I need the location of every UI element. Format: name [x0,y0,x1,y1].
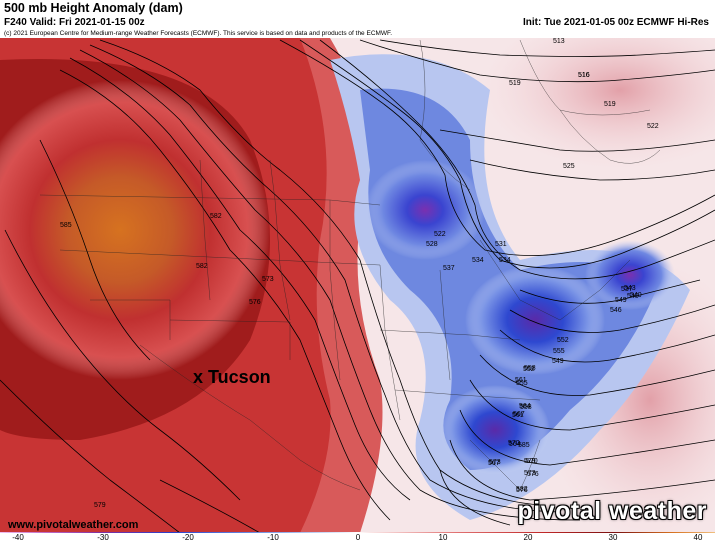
colorbar-tick-label: 30 [608,533,618,542]
contour-label: 552 [557,337,569,344]
contour-label: 516 [578,72,590,79]
contour-label: 579 [94,502,106,509]
site-watermark: www.pivotalweather.com [8,519,139,531]
contour-label: 522 [434,231,446,238]
contour-label: 576 [527,471,539,478]
contour-label: 564 [519,403,531,410]
contour-label: 576 [249,299,261,306]
contour-label: 570 [526,458,538,465]
tucson-annotation: x Tucson [193,367,271,387]
valid-time: F240 Valid: Fri 2021-01-15 00z [4,17,145,28]
contour-label: 561 [512,412,524,419]
contour-label: 582 [196,263,208,270]
contour-label: 573 [489,459,501,466]
map-canvas: x Tucson [0,38,715,533]
contour-label: 564 [509,441,521,448]
contour-label: 585 [60,222,72,229]
contour-label: 576 [516,487,528,494]
contour-label: 555 [516,380,528,387]
contour-label: 519 [509,80,521,87]
contour-label: 570 [508,440,520,447]
contour-label: 540 [630,292,642,299]
colorbar-ticks: -40 -30 -20 -10 0 10 20 30 40 [0,533,715,553]
colorbar-tick-label: 10 [438,533,448,542]
colorbar-tick-label: -30 [97,533,109,542]
contour-label: 534 [499,257,511,264]
contour-label: 525 [563,163,575,170]
contour-label: 549 [615,297,627,304]
contour-label: 537 [621,286,633,293]
contour-label: 579 [524,458,536,465]
anomaly-map: x Tucson [0,38,715,533]
copyright-notice: (c) 2021 European Centre for Medium-rang… [4,30,393,37]
contour-label: 582 [210,213,222,220]
contour-label: 549 [552,358,564,365]
colorbar-strip [0,532,715,533]
low-atlantic [585,240,675,310]
colorbar-tick-label: 0 [355,533,361,542]
contour-label: 573 [524,470,536,477]
pivotal-weather-logo: pivotal weather [517,497,707,525]
contour-label: 585 [518,442,530,449]
colorbar-tick-label: -20 [182,533,194,542]
contour-label: 540 [627,293,639,300]
positive-anomaly-northeast [480,38,715,170]
contour-label: 522 [647,123,659,130]
map-title: 500 mb Height Anomaly (dam) [4,1,183,15]
contour-label: 513 [553,38,565,45]
map-header: 500 mb Height Anomaly (dam) F240 Valid: … [0,0,715,38]
low-gulf-coast [440,385,550,475]
low-great-lakes [365,160,485,260]
contour-label: 573 [262,276,274,283]
contour-label: 567 [513,411,525,418]
contour-label: 555 [553,348,565,355]
colorbar-tick-label: 20 [523,533,533,542]
colorbar-tick-label: -40 [12,533,24,542]
political-borders [39,39,661,491]
contour-label: 516 [578,72,590,79]
init-time: Init: Tue 2021-01-05 00z ECMWF Hi-Res [523,17,709,28]
ridge-core [0,80,270,380]
contour-label: 582 [516,486,528,493]
contour-label: 558 [524,365,536,372]
contour-label: 537 [443,265,455,272]
low-ohio-valley [465,265,605,375]
contour-label: 528 [426,241,438,248]
height-contours [0,39,715,533]
contour-label: 546 [610,307,622,314]
contour-label: 552 [523,366,535,373]
contour-label: 567 [488,460,500,467]
colorbar-tick-label: -10 [267,533,279,542]
contour-label: 534 [472,257,484,264]
contour-label: 519 [604,101,616,108]
contour-label: 561 [515,377,527,384]
contour-label: 558 [520,404,532,411]
contour-label: 531 [495,241,507,248]
contour-label: 543 [624,285,636,292]
colorbar-tick-label: 40 [693,533,703,542]
